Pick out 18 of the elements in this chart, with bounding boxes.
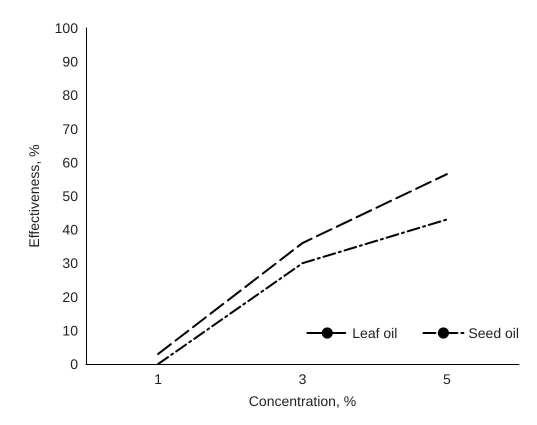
y-tick-label: 0 xyxy=(70,356,78,372)
legend-label: Leaf oil xyxy=(352,325,398,341)
y-tick-label: 80 xyxy=(62,87,78,104)
y-axis-title: Effectiveness, % xyxy=(26,144,42,248)
x-axis-title: Concentration, % xyxy=(248,393,356,409)
y-tick-label: 100 xyxy=(54,20,78,36)
y-tick-label: 70 xyxy=(62,120,78,137)
y-tick-label: 20 xyxy=(62,288,78,305)
y-tick-label: 50 xyxy=(62,188,78,204)
x-tick-label: 1 xyxy=(154,371,162,387)
x-tick-label: 5 xyxy=(442,371,451,387)
y-tick-label: 60 xyxy=(62,154,78,170)
y-tick-label: 90 xyxy=(62,54,78,70)
x-tick-label: 3 xyxy=(298,371,307,387)
y-tick-label: 10 xyxy=(62,322,78,338)
y-tick-label: 30 xyxy=(62,255,78,272)
y-tick-label: 40 xyxy=(62,222,78,238)
legend-label: Seed oil xyxy=(468,325,519,341)
